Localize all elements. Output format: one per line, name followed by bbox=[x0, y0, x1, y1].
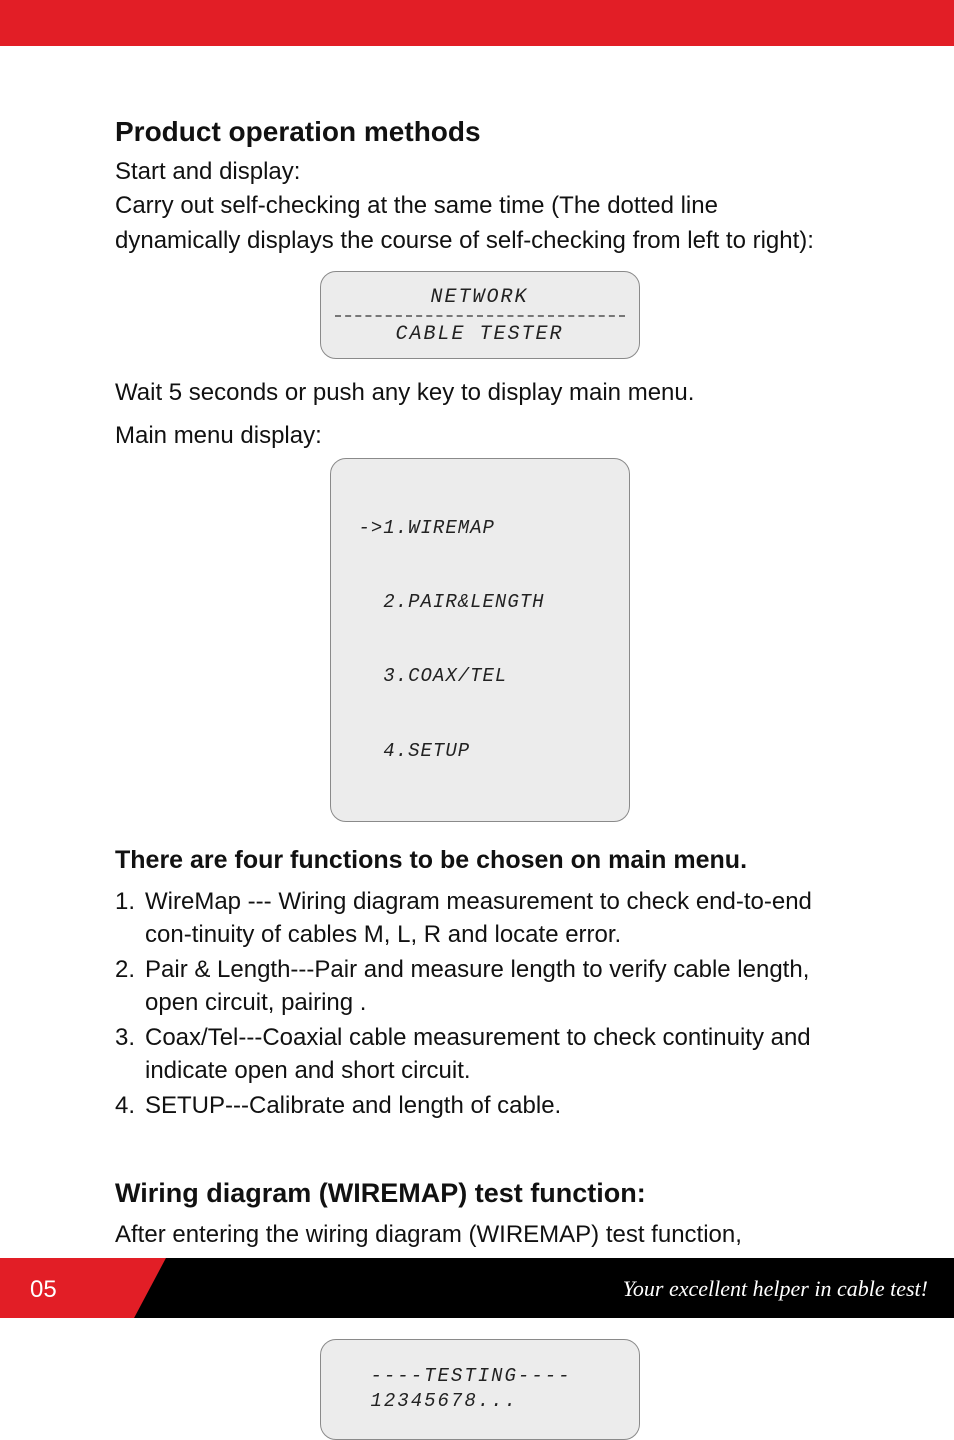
list-text-2: Pair & Length---Pair and measure length … bbox=[145, 953, 844, 1019]
lcd3-line2: 12345678... bbox=[371, 1389, 629, 1415]
lcd-display-3-wrap: ----TESTING---- 12345678... bbox=[115, 1339, 844, 1440]
list-num-3: 3. bbox=[115, 1021, 145, 1087]
page: Product operation methods Start and disp… bbox=[0, 0, 954, 1318]
lcd2-line4: 4.SETUP bbox=[359, 739, 619, 764]
heading-main: Product operation methods bbox=[115, 116, 844, 148]
lcd1-line2: CABLE TESTER bbox=[331, 323, 629, 346]
list-item: 4. SETUP---Calibrate and length of cable… bbox=[115, 1089, 844, 1122]
list-num-2: 2. bbox=[115, 953, 145, 1019]
function-list: 1. WireMap --- Wiring diagram measuremen… bbox=[115, 885, 844, 1123]
lcd-display-1: NETWORK CABLE TESTER bbox=[320, 271, 640, 359]
intro-line-2: Carry out self-checking at the same time… bbox=[115, 190, 844, 222]
footer: 05 Your excellent helper in cable test! bbox=[0, 1258, 954, 1318]
main-menu-label: Main menu display: bbox=[115, 420, 844, 452]
intro-line-1: Start and display: bbox=[115, 156, 844, 188]
page-number: 05 bbox=[30, 1276, 57, 1304]
list-item: 2. Pair & Length---Pair and measure leng… bbox=[115, 953, 844, 1019]
list-num-1: 1. bbox=[115, 885, 145, 951]
sec-line-1: After entering the wiring diagram (WIREM… bbox=[115, 1219, 844, 1251]
list-item: 3. Coax/Tel---Coaxial cable measurement … bbox=[115, 1021, 844, 1087]
list-text-4: SETUP---Calibrate and length of cable. bbox=[145, 1089, 844, 1122]
lcd2-line2: 2.PAIR&LENGTH bbox=[359, 590, 619, 615]
heading-section: Wiring diagram (WIREMAP) test function: bbox=[115, 1178, 844, 1209]
list-item: 1. WireMap --- Wiring diagram measuremen… bbox=[115, 885, 844, 951]
lcd1-line1: NETWORK bbox=[331, 286, 629, 309]
lcd2-line1: ->1.WIREMAP bbox=[359, 516, 619, 541]
footer-tagline: Your excellent helper in cable test! bbox=[623, 1276, 928, 1302]
lcd-display-3: ----TESTING---- 12345678... bbox=[320, 1339, 640, 1440]
intro-line-3: dynamically displays the course of self-… bbox=[115, 225, 844, 257]
lcd2-line3: 3.COAX/TEL bbox=[359, 664, 619, 689]
list-text-1: WireMap --- Wiring diagram measurement t… bbox=[145, 885, 844, 951]
top-red-bar bbox=[0, 0, 954, 46]
list-num-4: 4. bbox=[115, 1089, 145, 1122]
content-area: Product operation methods Start and disp… bbox=[0, 46, 954, 1440]
lcd-display-1-wrap: NETWORK CABLE TESTER bbox=[115, 271, 844, 359]
lcd-display-2: ->1.WIREMAP 2.PAIR&LENGTH 3.COAX/TEL 4.S… bbox=[330, 458, 630, 822]
heading-sub: There are four functions to be chosen on… bbox=[115, 846, 844, 875]
lcd1-dashed-line bbox=[335, 315, 625, 317]
wait-line: Wait 5 seconds or push any key to displa… bbox=[115, 377, 844, 409]
lcd-display-2-wrap: ->1.WIREMAP 2.PAIR&LENGTH 3.COAX/TEL 4.S… bbox=[115, 458, 844, 822]
lcd3-line1: ----TESTING---- bbox=[371, 1364, 629, 1390]
list-text-3: Coax/Tel---Coaxial cable measurement to … bbox=[145, 1021, 844, 1087]
